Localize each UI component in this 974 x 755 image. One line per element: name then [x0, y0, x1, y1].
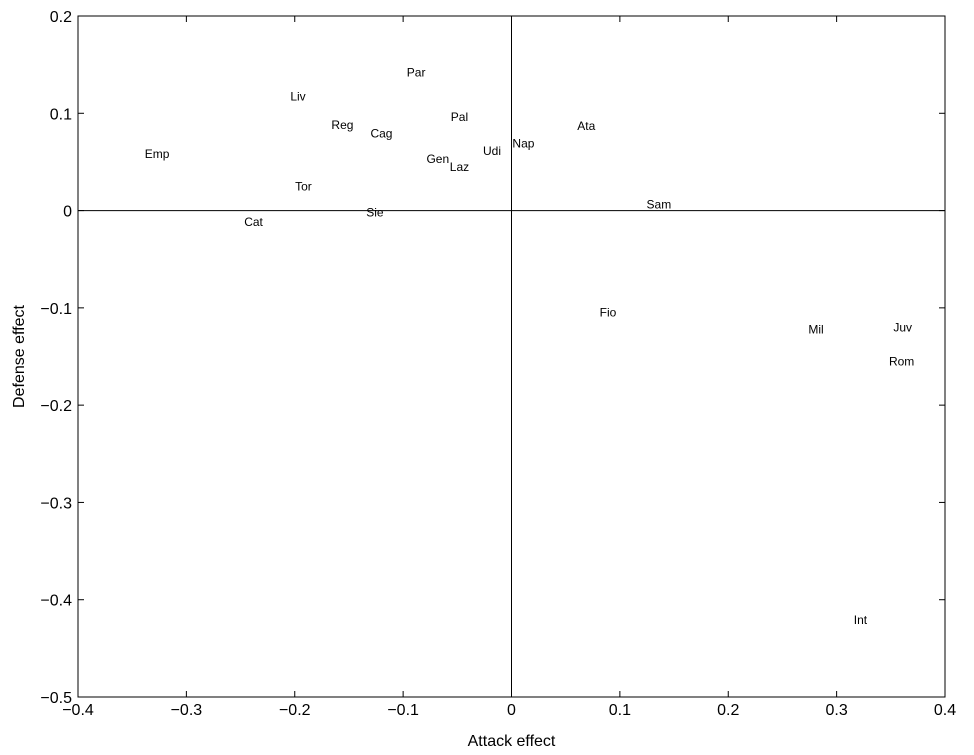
y-tick-label: 0 [63, 204, 72, 221]
point-label-cag: Cag [370, 127, 392, 141]
point-label-rom: Rom [889, 354, 914, 368]
x-tick-label: 0.3 [826, 702, 848, 719]
y-tick-label: 0.1 [50, 106, 72, 123]
point-label-mil: Mil [808, 322, 823, 336]
x-tick-label: −0.3 [171, 702, 203, 719]
x-axis-title: Attack effect [468, 733, 556, 750]
point-label-par: Par [407, 65, 426, 79]
point-label-emp: Emp [145, 147, 170, 161]
y-axis-title: Defense effect [11, 305, 28, 408]
x-tick-label: 0.2 [717, 702, 739, 719]
point-label-juv: Juv [893, 320, 912, 334]
point-label-cat: Cat [244, 215, 263, 229]
point-label-gen: Gen [426, 152, 449, 166]
x-tick-label: −0.4 [62, 702, 94, 719]
point-label-pal: Pal [451, 110, 468, 124]
y-tick-label: −0.5 [40, 690, 72, 707]
point-label-ata: Ata [577, 119, 595, 133]
y-tick-label: −0.4 [40, 593, 72, 610]
point-label-sie: Sie [366, 206, 384, 220]
point-label-udi: Udi [483, 144, 501, 158]
x-tick-label: 0.1 [609, 702, 631, 719]
y-tick-label: −0.3 [40, 495, 72, 512]
x-tick-label: 0.4 [934, 702, 956, 719]
x-tick-label: −0.1 [387, 702, 419, 719]
point-label-laz: Laz [450, 160, 469, 174]
point-label-tor: Tor [295, 179, 312, 193]
y-tick-label: −0.1 [40, 301, 72, 318]
point-label-reg: Reg [331, 118, 353, 132]
point-label-int: Int [854, 613, 868, 627]
x-tick-label: −0.2 [279, 702, 311, 719]
point-label-fio: Fio [600, 306, 617, 320]
x-tick-label: 0 [507, 702, 516, 719]
ticks-layer: −0.4 −0.3 −0.2 −0.1 0 0.1 0.2 0.3 0.4−0.5−0.4−0.… [40, 9, 956, 719]
y-tick-label: −0.2 [40, 398, 72, 415]
point-label-liv: Liv [290, 90, 305, 104]
point-label-sam: Sam [647, 198, 672, 212]
point-label-nap: Nap [512, 136, 534, 150]
y-tick-label: 0.2 [50, 9, 72, 26]
